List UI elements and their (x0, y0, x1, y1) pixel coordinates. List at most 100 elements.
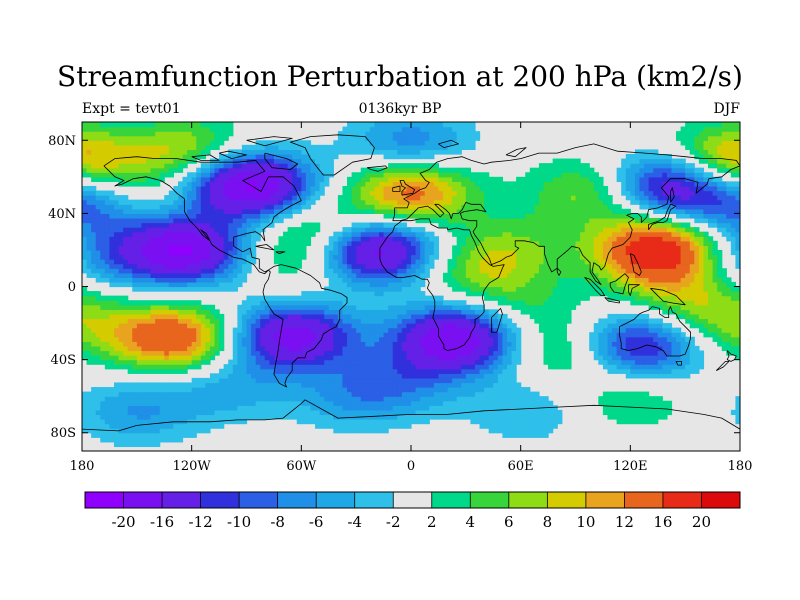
contour-cell (502, 419, 508, 425)
contour-cell (433, 359, 440, 365)
contour-cell (456, 396, 462, 402)
contour-cell (662, 341, 668, 347)
contour-cell (735, 286, 740, 292)
contour-cell (424, 332, 430, 338)
contour-cell (173, 240, 179, 246)
contour-cell (534, 291, 540, 297)
contour-cell (465, 268, 471, 274)
contour-cell (452, 277, 458, 283)
contour-cell (219, 268, 225, 274)
contour-cell (255, 236, 261, 242)
contour-cell (292, 368, 298, 374)
contour-cell (401, 245, 408, 251)
contour-cell (319, 318, 325, 324)
contour-cell (602, 341, 609, 347)
contour-cell (100, 259, 106, 265)
contour-cell (506, 377, 513, 384)
contour-cell (552, 332, 558, 338)
contour-cell (520, 423, 526, 429)
contour-cell (712, 277, 718, 283)
contour-cell (383, 245, 389, 251)
contour-cell (347, 396, 353, 402)
contour-cell (369, 240, 376, 246)
contour-cell (456, 387, 462, 393)
contour-cell (461, 382, 467, 388)
contour-cell (232, 409, 238, 416)
contour-cell (474, 249, 481, 256)
contour-cell (497, 419, 503, 425)
contour-cell (634, 391, 641, 397)
contour-cell (164, 432, 170, 438)
contour-cell (164, 263, 170, 269)
contour-cell (703, 327, 709, 333)
contour-cell (356, 259, 362, 265)
contour-cell (337, 405, 344, 411)
contour-cell (730, 318, 737, 324)
contour-cell (356, 400, 362, 406)
contour-cell (589, 236, 595, 242)
contour-cell (173, 272, 179, 278)
contour-cell (452, 409, 458, 416)
contour-cell (347, 359, 353, 365)
contour-cell (91, 268, 97, 274)
contour-cell (123, 318, 129, 324)
contour-cell (365, 236, 371, 242)
contour-cell (648, 359, 654, 365)
contour-cell (666, 359, 673, 365)
contour-cell (82, 355, 88, 361)
contour-cell (639, 373, 645, 379)
contour-cell (273, 400, 280, 406)
contour-cell (685, 272, 691, 278)
contour-cell (246, 409, 252, 416)
contour-cell (292, 373, 298, 379)
contour-cell (689, 272, 695, 278)
contour-cell (187, 300, 193, 306)
contour-cell (182, 304, 188, 310)
contour-cell (470, 355, 476, 361)
contour-cell (392, 268, 398, 274)
contour-cell (388, 300, 394, 306)
contour-cell (164, 355, 170, 361)
contour-cell (269, 373, 275, 379)
contour-cell (666, 364, 673, 370)
contour-cell (465, 323, 471, 329)
contour-cell (735, 419, 740, 425)
contour-cell (666, 263, 673, 269)
contour-cell (552, 409, 558, 416)
contour-cell (123, 313, 129, 320)
contour-cell (607, 400, 613, 406)
contour-cell (356, 272, 362, 278)
contour-cell (493, 377, 499, 384)
contour-cell (616, 236, 622, 242)
contour-cell (388, 327, 394, 333)
contour-cell (191, 341, 197, 347)
contour-cell (625, 281, 631, 288)
contour-cell (200, 304, 206, 310)
contour-cell (164, 382, 170, 388)
contour-cell (379, 300, 385, 306)
contour-cell (474, 309, 481, 315)
contour-cell (516, 400, 522, 406)
contour-cell (127, 240, 133, 246)
contour-cell (173, 382, 179, 388)
contour-cell (671, 245, 677, 251)
contour-cell (177, 345, 184, 352)
contour-cell (420, 405, 426, 411)
contour-cell (566, 259, 572, 265)
contour-cell (324, 391, 330, 397)
contour-cell (342, 423, 348, 429)
contour-cell (164, 423, 170, 429)
contour-cell (155, 300, 161, 306)
contour-cell (708, 268, 714, 274)
contour-cell (219, 277, 225, 283)
contour-cell (575, 268, 581, 274)
contour-cell (502, 414, 508, 420)
contour-cell (109, 419, 115, 425)
contour-cell (479, 323, 485, 329)
contour-cell (365, 286, 371, 292)
contour-cell (506, 364, 513, 370)
contour-cell (543, 318, 549, 324)
contour-cell (91, 387, 97, 393)
contour-cell (630, 268, 636, 274)
contour-cell (538, 277, 545, 283)
